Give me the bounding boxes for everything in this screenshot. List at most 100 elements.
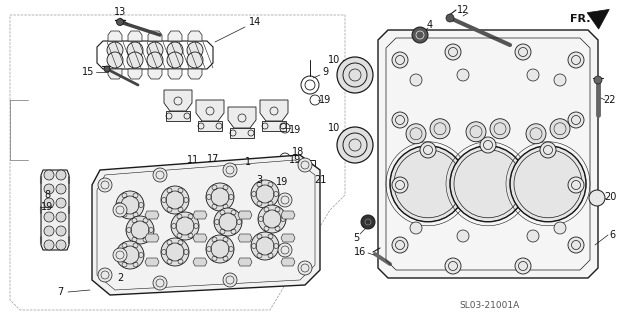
- Circle shape: [412, 27, 428, 43]
- Circle shape: [337, 57, 373, 93]
- Circle shape: [44, 184, 54, 194]
- Text: 22: 22: [603, 95, 616, 105]
- Circle shape: [420, 142, 436, 158]
- Polygon shape: [193, 234, 207, 242]
- Polygon shape: [193, 258, 207, 266]
- Circle shape: [231, 162, 237, 168]
- Polygon shape: [41, 170, 69, 250]
- Circle shape: [568, 177, 584, 193]
- Polygon shape: [260, 100, 288, 121]
- Circle shape: [116, 241, 144, 269]
- Circle shape: [490, 119, 510, 139]
- Circle shape: [515, 44, 531, 60]
- Text: 21: 21: [314, 175, 326, 185]
- Circle shape: [44, 212, 54, 222]
- Text: 19: 19: [289, 125, 301, 135]
- Circle shape: [527, 230, 539, 242]
- Circle shape: [44, 240, 54, 250]
- Circle shape: [550, 119, 570, 139]
- Circle shape: [44, 170, 54, 180]
- Circle shape: [390, 146, 466, 222]
- Text: 9: 9: [322, 67, 328, 77]
- Circle shape: [392, 112, 408, 128]
- Text: 18: 18: [292, 147, 304, 157]
- Polygon shape: [228, 107, 256, 128]
- Circle shape: [113, 248, 127, 262]
- Circle shape: [187, 52, 203, 68]
- Circle shape: [113, 203, 127, 217]
- Polygon shape: [378, 30, 598, 278]
- Text: 20: 20: [604, 192, 616, 202]
- Circle shape: [258, 205, 286, 233]
- Circle shape: [446, 14, 454, 22]
- Circle shape: [589, 190, 605, 206]
- Text: 12: 12: [457, 5, 469, 15]
- Circle shape: [510, 146, 586, 222]
- Text: SL03-21001A: SL03-21001A: [460, 301, 520, 310]
- Circle shape: [337, 127, 373, 163]
- Circle shape: [480, 137, 496, 153]
- Circle shape: [554, 74, 566, 86]
- Text: 17: 17: [207, 154, 219, 164]
- Circle shape: [466, 122, 486, 142]
- Circle shape: [445, 44, 461, 60]
- Text: FR.: FR.: [570, 14, 590, 24]
- Circle shape: [223, 163, 237, 177]
- Polygon shape: [193, 211, 207, 219]
- Circle shape: [98, 178, 112, 192]
- Circle shape: [450, 146, 526, 222]
- Polygon shape: [196, 100, 224, 121]
- Text: 15: 15: [82, 67, 94, 77]
- Text: 11: 11: [187, 155, 199, 165]
- Text: 16: 16: [354, 247, 366, 257]
- Polygon shape: [168, 69, 182, 79]
- Circle shape: [430, 119, 450, 139]
- Circle shape: [240, 178, 250, 188]
- Circle shape: [153, 276, 167, 290]
- Circle shape: [457, 69, 469, 81]
- Circle shape: [171, 212, 199, 240]
- Polygon shape: [92, 155, 320, 295]
- Circle shape: [526, 124, 546, 144]
- Circle shape: [392, 237, 408, 253]
- Circle shape: [147, 42, 163, 58]
- Text: 3: 3: [256, 175, 262, 185]
- Polygon shape: [148, 31, 162, 41]
- Polygon shape: [238, 258, 252, 266]
- Circle shape: [44, 226, 54, 236]
- Circle shape: [298, 261, 312, 275]
- Polygon shape: [238, 234, 252, 242]
- Text: 19: 19: [289, 155, 301, 165]
- Text: 8: 8: [44, 190, 50, 200]
- Circle shape: [206, 183, 234, 211]
- Circle shape: [410, 222, 422, 234]
- Polygon shape: [262, 121, 286, 131]
- Circle shape: [445, 258, 461, 274]
- Polygon shape: [148, 69, 162, 79]
- Circle shape: [223, 273, 237, 287]
- Circle shape: [167, 42, 183, 58]
- Circle shape: [56, 170, 66, 180]
- Circle shape: [56, 198, 66, 208]
- Text: 13: 13: [114, 7, 126, 17]
- Polygon shape: [587, 9, 609, 29]
- Text: 7: 7: [57, 287, 63, 297]
- Circle shape: [392, 177, 408, 193]
- Polygon shape: [145, 211, 159, 219]
- Circle shape: [594, 76, 602, 84]
- Text: 10: 10: [328, 123, 340, 133]
- Circle shape: [187, 42, 203, 58]
- Circle shape: [104, 66, 110, 72]
- Circle shape: [540, 142, 556, 158]
- Text: 10: 10: [328, 55, 340, 65]
- Text: 6: 6: [609, 230, 615, 240]
- Circle shape: [147, 52, 163, 68]
- Polygon shape: [281, 258, 295, 266]
- Circle shape: [56, 212, 66, 222]
- Circle shape: [568, 237, 584, 253]
- Polygon shape: [166, 111, 190, 121]
- Circle shape: [167, 52, 183, 68]
- Polygon shape: [198, 121, 222, 131]
- Polygon shape: [188, 31, 202, 41]
- Text: 2: 2: [117, 273, 123, 283]
